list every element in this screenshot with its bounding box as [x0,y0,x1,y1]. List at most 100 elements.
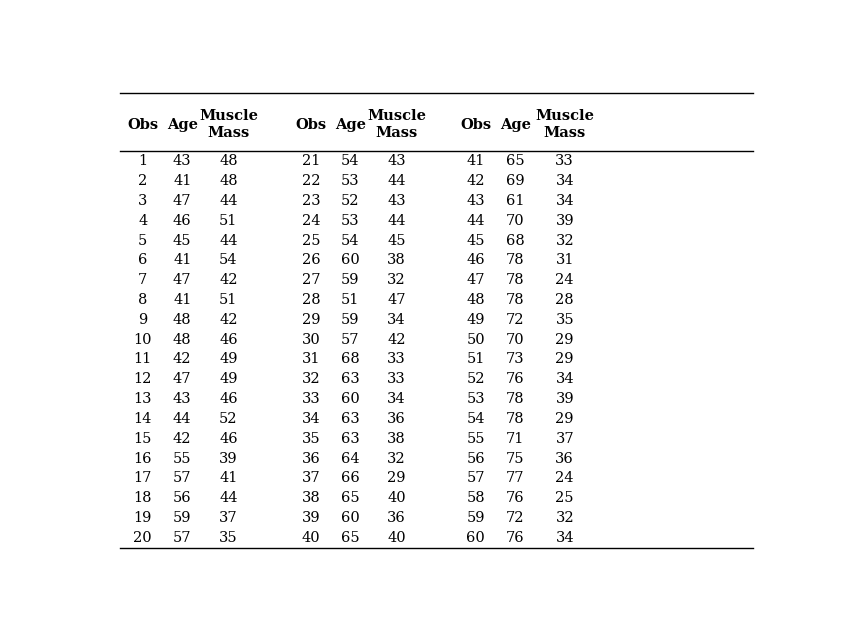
Text: 47: 47 [173,372,191,386]
Text: 57: 57 [341,332,360,347]
Text: 5: 5 [138,233,147,248]
Text: 57: 57 [173,471,191,485]
Text: 63: 63 [341,372,360,386]
Text: 44: 44 [387,174,406,188]
Text: 19: 19 [134,511,151,525]
Text: 46: 46 [173,214,191,228]
Text: 46: 46 [219,432,237,446]
Text: 2: 2 [138,174,147,188]
Text: 76: 76 [506,491,524,506]
Text: 33: 33 [301,392,320,406]
Text: 15: 15 [134,432,151,446]
Text: 33: 33 [387,372,406,386]
Text: 51: 51 [220,293,237,307]
Text: 21: 21 [301,154,320,168]
Text: 32: 32 [301,372,320,386]
Text: 53: 53 [341,214,360,228]
Text: 72: 72 [506,511,524,525]
Text: 17: 17 [134,471,151,485]
Text: 76: 76 [506,372,524,386]
Text: Muscle
Mass: Muscle Mass [199,109,258,140]
Text: 52: 52 [220,412,237,426]
Text: Obs: Obs [295,118,327,131]
Text: 41: 41 [220,471,237,485]
Text: 12: 12 [134,372,151,386]
Text: 56: 56 [466,452,485,466]
Text: 68: 68 [341,353,360,367]
Text: 38: 38 [387,253,406,267]
Text: 47: 47 [387,293,406,307]
Text: 76: 76 [506,531,524,545]
Text: 20: 20 [134,531,152,545]
Text: 32: 32 [556,233,574,248]
Text: 36: 36 [556,452,574,466]
Text: 61: 61 [506,194,524,208]
Text: 31: 31 [301,353,320,367]
Text: 35: 35 [219,531,237,545]
Text: 78: 78 [506,293,524,307]
Text: 44: 44 [466,214,485,228]
Text: 39: 39 [556,214,574,228]
Text: 30: 30 [301,332,320,347]
Text: 44: 44 [387,214,406,228]
Text: 26: 26 [301,253,320,267]
Text: 49: 49 [220,353,237,367]
Text: 1: 1 [138,154,147,168]
Text: 24: 24 [556,273,574,287]
Text: 7: 7 [138,273,147,287]
Text: 43: 43 [466,194,485,208]
Text: 35: 35 [556,313,574,327]
Text: 43: 43 [387,194,406,208]
Text: 41: 41 [173,293,191,307]
Text: 51: 51 [466,353,485,367]
Text: 33: 33 [556,154,574,168]
Text: 42: 42 [173,432,191,446]
Text: 40: 40 [387,491,406,506]
Text: 28: 28 [556,293,574,307]
Text: 37: 37 [219,511,237,525]
Text: 44: 44 [173,412,191,426]
Text: 41: 41 [173,253,191,267]
Text: 46: 46 [466,253,485,267]
Text: 59: 59 [466,511,485,525]
Text: 34: 34 [556,531,574,545]
Text: 78: 78 [506,253,524,267]
Text: 33: 33 [387,353,406,367]
Text: 25: 25 [301,233,320,248]
Text: 54: 54 [466,412,485,426]
Text: 42: 42 [220,273,237,287]
Text: 45: 45 [387,233,406,248]
Text: 44: 44 [220,233,237,248]
Text: Age: Age [500,118,531,131]
Text: 48: 48 [466,293,485,307]
Text: 34: 34 [556,372,574,386]
Text: 70: 70 [506,332,524,347]
Text: 47: 47 [173,194,191,208]
Text: 37: 37 [556,432,574,446]
Text: 54: 54 [341,154,360,168]
Text: 45: 45 [466,233,485,248]
Text: 28: 28 [301,293,320,307]
Text: 32: 32 [556,511,574,525]
Text: 54: 54 [220,253,237,267]
Text: 64: 64 [341,452,360,466]
Text: 42: 42 [466,174,485,188]
Text: 42: 42 [173,353,191,367]
Text: 4: 4 [138,214,147,228]
Text: 37: 37 [301,471,320,485]
Text: 66: 66 [341,471,360,485]
Text: Age: Age [167,118,197,131]
Text: 38: 38 [387,432,406,446]
Text: 53: 53 [341,174,360,188]
Text: 59: 59 [341,313,360,327]
Text: 59: 59 [173,511,191,525]
Text: 13: 13 [134,392,151,406]
Text: 32: 32 [387,452,406,466]
Text: 40: 40 [387,531,406,545]
Text: 60: 60 [341,511,360,525]
Text: 47: 47 [173,273,191,287]
Text: 63: 63 [341,432,360,446]
Text: 53: 53 [466,392,485,406]
Text: 36: 36 [387,511,406,525]
Text: 47: 47 [466,273,485,287]
